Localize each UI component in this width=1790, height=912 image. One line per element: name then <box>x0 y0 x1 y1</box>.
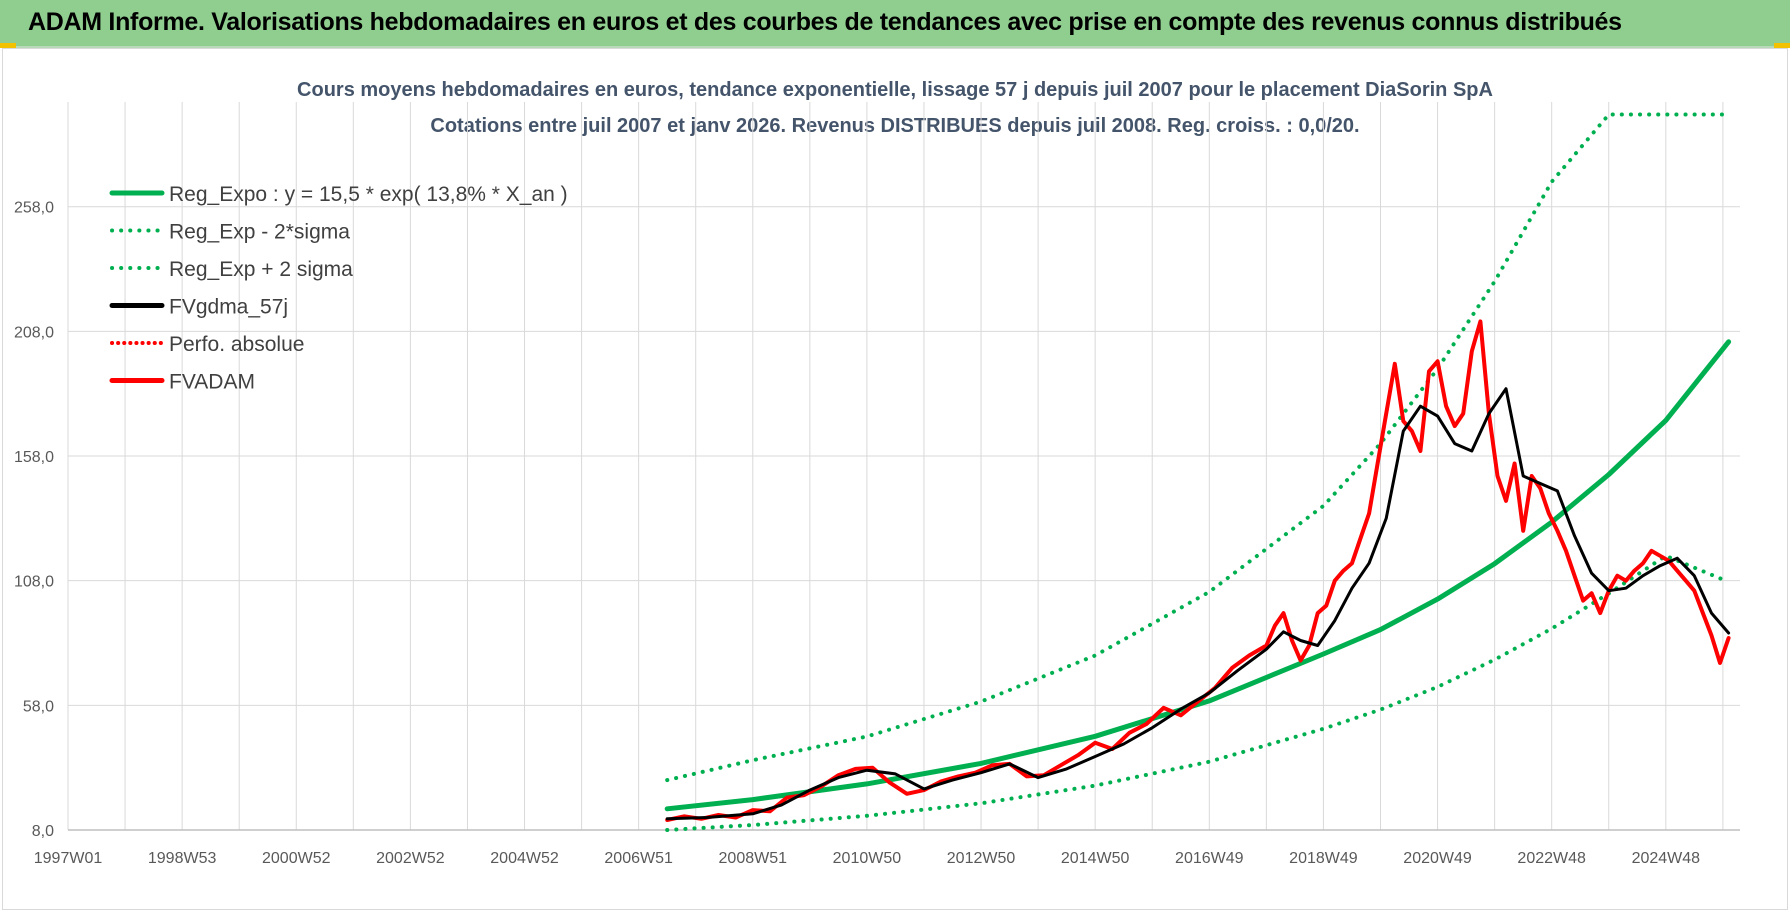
x-tick-label: 2024W48 <box>1632 850 1701 867</box>
legend-label: Perfo. absolue <box>169 333 304 356</box>
series-line-2 <box>665 112 1731 783</box>
x-tick-label: 2014W50 <box>1061 850 1130 867</box>
y-tick-label: 8,0 <box>32 823 54 840</box>
x-tick-label: 2020W49 <box>1403 850 1472 867</box>
x-tick-label: 1998W53 <box>148 850 217 867</box>
legend-label: Reg_Expo : y = 15,5 * exp( 13,8% * X_an … <box>169 183 568 206</box>
banner-title: ADAM Informe. Valorisations hebdomadaire… <box>28 8 1622 36</box>
corner-mark-top-right <box>1774 43 1790 48</box>
series-line-3 <box>665 387 1731 821</box>
legend-label: FVADAM <box>169 371 255 394</box>
corner-mark-top-left <box>0 43 16 48</box>
x-tick-label: 2012W50 <box>947 850 1016 867</box>
series-line-1 <box>665 553 1731 832</box>
legend-label: FVgdma_57j <box>169 296 288 319</box>
series-line-0 <box>664 339 1732 812</box>
x-tick-label: 2002W52 <box>376 850 445 867</box>
x-tick-label: 2018W49 <box>1289 850 1358 867</box>
chart-subtitle: Cotations entre juil 2007 et janv 2026. … <box>430 115 1359 137</box>
x-tick-label: 2008W51 <box>719 850 788 867</box>
x-tick-label: 2022W48 <box>1517 850 1586 867</box>
x-tick-label: 2004W52 <box>490 850 559 867</box>
series-line-5 <box>665 319 1731 822</box>
title-banner: ADAM Informe. Valorisations hebdomadaire… <box>0 0 1790 48</box>
y-tick-label: 58,0 <box>23 698 54 715</box>
x-tick-label: 2000W52 <box>262 850 331 867</box>
y-tick-label: 208,0 <box>14 324 54 341</box>
y-tick-label: 258,0 <box>14 200 54 217</box>
y-tick-label: 158,0 <box>14 449 54 466</box>
legend-label: Reg_Exp + 2 sigma <box>169 258 353 281</box>
x-tick-label: 2006W51 <box>604 850 673 867</box>
chart-frame <box>2 48 1788 910</box>
chart-title: Cours moyens hebdomadaires en euros, ten… <box>297 79 1493 101</box>
x-tick-label: 2010W50 <box>833 850 902 867</box>
legend-label: Reg_Exp - 2*sigma <box>169 221 350 244</box>
y-tick-label: 108,0 <box>14 574 54 591</box>
x-tick-label: 1997W01 <box>34 850 103 867</box>
x-tick-label: 2016W49 <box>1175 850 1244 867</box>
